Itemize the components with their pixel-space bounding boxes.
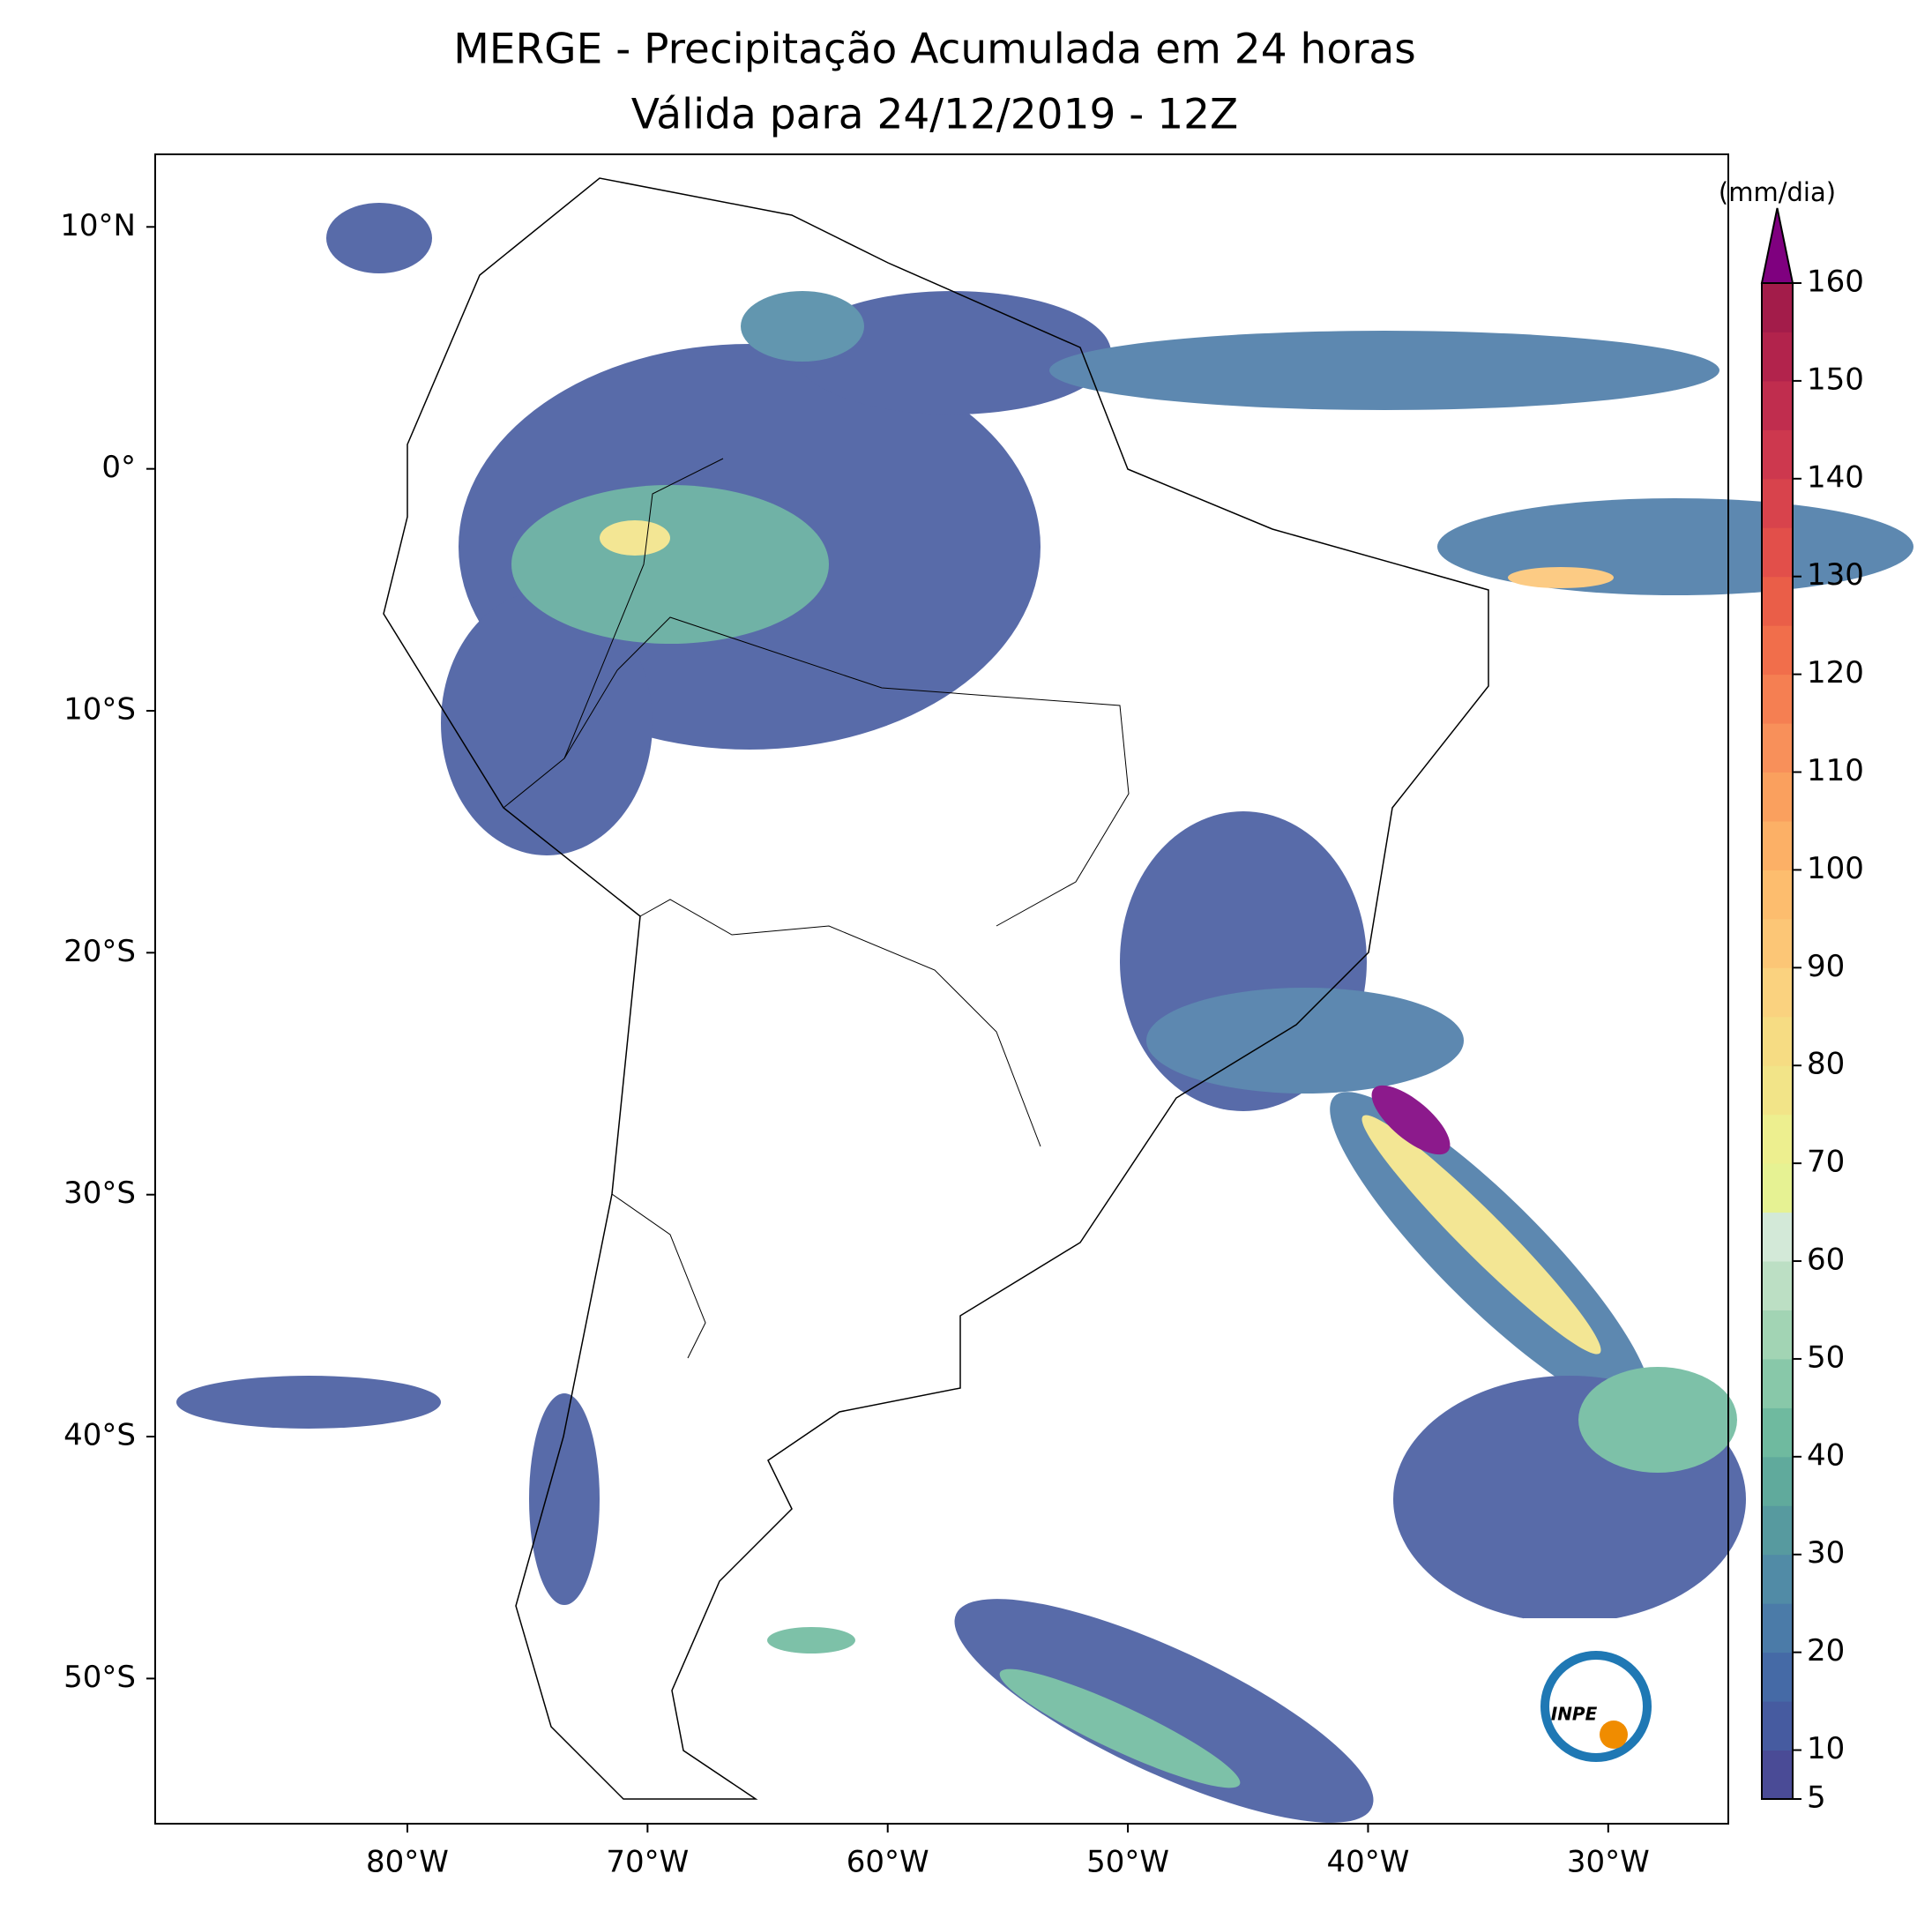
- colorbar-band: [1762, 576, 1793, 626]
- x-tick-label: 30°W: [1567, 1845, 1650, 1880]
- colorbar-tick-label: 160: [1807, 265, 1864, 300]
- y-tick-label: 20°S: [63, 934, 136, 969]
- colorbar-tick-label: 120: [1807, 655, 1864, 690]
- colorbar-tick-label: 90: [1807, 949, 1845, 984]
- colorbar-tick-label: 100: [1807, 851, 1864, 886]
- colorbar-band: [1762, 283, 1793, 332]
- colorbar-tick-label: 130: [1807, 557, 1864, 593]
- colorbar-band: [1762, 918, 1793, 968]
- colorbar-band: [1762, 1456, 1793, 1506]
- y-tick-label: 10°S: [63, 692, 136, 728]
- continent-outline: [383, 177, 1489, 1800]
- x-tick-label: 80°W: [366, 1845, 449, 1880]
- colorbar-band: [1762, 1505, 1793, 1556]
- colorbar-band: [1762, 1701, 1793, 1751]
- colorbar-tick-label: 20: [1807, 1633, 1845, 1668]
- colorbar-band: [1762, 1358, 1793, 1408]
- colorbar-band: [1762, 674, 1793, 724]
- colorbar-band: [1762, 527, 1793, 578]
- colorbar-band: [1762, 1261, 1793, 1310]
- colorbar-frame: [1761, 282, 1794, 1800]
- colorbar-tick-label: 150: [1807, 362, 1864, 397]
- colorbar-band: [1762, 1163, 1793, 1213]
- x-tick-label: 70°W: [606, 1845, 689, 1880]
- colorbar-band: [1762, 1407, 1793, 1458]
- colorbar-band: [1762, 1554, 1793, 1604]
- colorbar-tick-label: 140: [1807, 459, 1864, 495]
- colorbar-band: [1762, 1310, 1793, 1360]
- colorbar-band: [1762, 380, 1793, 430]
- colorbar-band: [1762, 967, 1793, 1018]
- colorbar-band: [1762, 1750, 1793, 1800]
- colorbar-tick-label: 40: [1807, 1437, 1845, 1473]
- country-borders: [503, 458, 1130, 1359]
- colorbar-band: [1762, 723, 1793, 773]
- colorbar-band: [1762, 1114, 1793, 1164]
- colorbar-band: [1762, 1603, 1793, 1653]
- colorbar-band: [1762, 1016, 1793, 1066]
- title: MERGE - Precipitação Acumulada em 24 hor…: [453, 26, 1415, 74]
- x-tick-label: 60°W: [847, 1845, 929, 1880]
- colorbar-band: [1762, 625, 1793, 676]
- x-tick-label: 50°W: [1086, 1845, 1169, 1880]
- colorbar-band: [1762, 1065, 1793, 1116]
- logo-text: INPE: [1551, 1704, 1598, 1725]
- colorbar-band: [1762, 429, 1793, 480]
- precipitation-field: [176, 203, 1913, 1823]
- colorbar-tick-label: 10: [1807, 1731, 1845, 1766]
- colorbar-band: [1762, 772, 1793, 822]
- colorbar-band: [1762, 820, 1793, 870]
- colorbar-tick-label: 50: [1807, 1340, 1845, 1375]
- y-tick-label: 10°N: [60, 208, 136, 243]
- colorbar-band: [1762, 870, 1793, 920]
- colorbar-tick-label: 60: [1807, 1243, 1845, 1278]
- y-tick-label: 30°S: [63, 1176, 136, 1211]
- map-frame: [154, 153, 1729, 1825]
- colorbar-band: [1762, 478, 1793, 528]
- subtitle: Válida para 24/12/2019 - 12Z: [631, 91, 1238, 139]
- y-tick-label: 50°S: [63, 1660, 136, 1695]
- colorbar-tick-label: 80: [1807, 1047, 1845, 1082]
- colorbar-extend: [1760, 207, 1794, 284]
- y-tick-label: 40°S: [63, 1418, 136, 1453]
- colorbar-band: [1762, 1212, 1793, 1262]
- inpe-logo: INPE: [1524, 1618, 1652, 1795]
- colorbar-tick-label: 30: [1807, 1535, 1845, 1571]
- colorbar-label: (mm/dia): [1719, 177, 1836, 207]
- y-tick-label: 0°: [101, 450, 136, 485]
- x-tick-label: 40°W: [1327, 1845, 1410, 1880]
- colorbar-tick-label: 70: [1807, 1145, 1845, 1180]
- colorbar-tick-label: 110: [1807, 753, 1864, 788]
- colorbar-tick-label: 5: [1807, 1780, 1826, 1816]
- colorbar-band: [1762, 1652, 1793, 1702]
- colorbar-band: [1762, 332, 1793, 382]
